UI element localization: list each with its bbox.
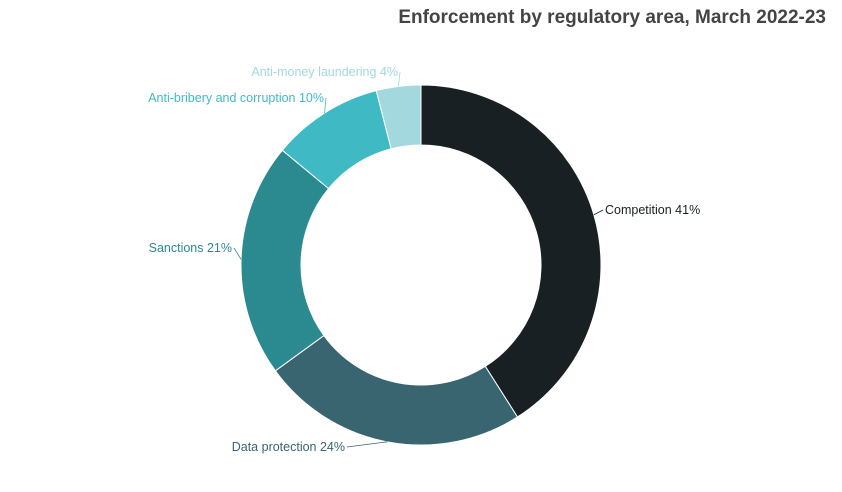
leader-line bbox=[398, 71, 401, 87]
slice-sanctions bbox=[240, 149, 330, 372]
data-label: Competition 41% bbox=[605, 203, 700, 217]
leader-line bbox=[324, 97, 327, 114]
slice-data-protection bbox=[274, 334, 519, 446]
data-label: Anti-bribery and corruption 10% bbox=[148, 91, 324, 105]
leader-line bbox=[346, 441, 388, 448]
slice-anti-money-laundering bbox=[375, 84, 422, 150]
chart-title: Enforcement by regulatory area, March 20… bbox=[398, 7, 826, 28]
data-label: Sanctions 21% bbox=[149, 241, 232, 255]
data-label: Anti-money laundering 4% bbox=[251, 65, 398, 79]
leader-line bbox=[593, 209, 604, 216]
leader-line bbox=[233, 247, 242, 260]
data-label: Data protection 24% bbox=[232, 440, 345, 454]
slice-competition bbox=[420, 84, 602, 418]
